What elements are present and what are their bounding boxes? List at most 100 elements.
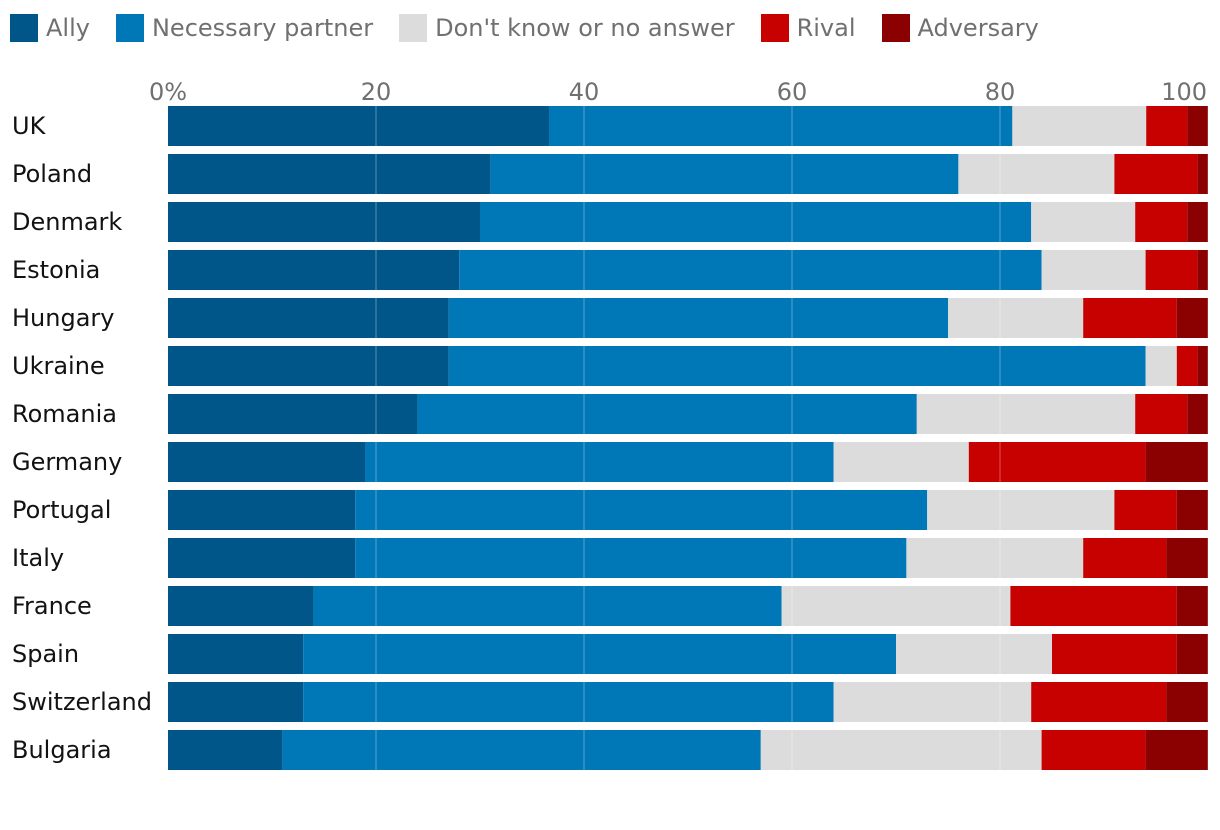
bar-uk-rival: [1146, 106, 1188, 146]
bar-uk-ally: [168, 106, 549, 146]
bar-uk-adversary: [1187, 106, 1208, 146]
bar-switzerland-necessary-partner: [303, 682, 834, 722]
bar-france-necessary-partner: [313, 586, 782, 626]
bar-portugal-necessary-partner: [355, 490, 928, 530]
bar-estonia-don-t-know-or-no-answer: [1041, 250, 1146, 290]
bar-italy-rival: [1083, 538, 1167, 578]
bar-italy-ally: [168, 538, 356, 578]
legend-swatch-dont-know: [399, 14, 428, 42]
bar-italy-necessary-partner: [355, 538, 907, 578]
bar-ukraine-necessary-partner: [448, 346, 1146, 386]
legend-label-dont-know: Don't know or no answer: [435, 14, 735, 42]
bar-poland-adversary: [1197, 154, 1208, 194]
bar-estonia-necessary-partner: [459, 250, 1042, 290]
row-label-estonia: Estonia: [12, 256, 100, 284]
legend-label-necessary-partner: Necessary partner: [151, 14, 374, 42]
bar-ukraine-don-t-know-or-no-answer: [1145, 346, 1177, 386]
bar-germany-ally: [168, 442, 366, 482]
bar-ukraine-rival: [1176, 346, 1198, 386]
bar-switzerland-adversary: [1166, 682, 1208, 722]
bar-spain-ally: [168, 634, 304, 674]
bars-group: [168, 106, 1208, 770]
bar-italy-adversary: [1166, 538, 1208, 578]
bar-spain-rival: [1052, 634, 1177, 674]
bar-hungary-rival: [1083, 298, 1177, 338]
bar-romania-ally: [168, 394, 418, 434]
bar-germany-rival: [968, 442, 1146, 482]
bar-poland-don-t-know-or-no-answer: [958, 154, 1115, 194]
bar-switzerland-ally: [168, 682, 304, 722]
bar-germany-adversary: [1145, 442, 1208, 482]
bar-uk-don-t-know-or-no-answer: [1012, 106, 1147, 146]
row-label-romania: Romania: [12, 400, 117, 428]
row-label-poland: Poland: [12, 160, 92, 188]
legend-item-dont-know: Don't know or no answer: [399, 14, 735, 42]
legend-label-rival: Rival: [796, 14, 856, 42]
bar-denmark-necessary-partner: [480, 202, 1032, 242]
bar-poland-ally: [168, 154, 491, 194]
bar-uk-necessary-partner: [548, 106, 1013, 146]
bar-germany-don-t-know-or-no-answer: [833, 442, 969, 482]
bar-hungary-necessary-partner: [448, 298, 948, 338]
bar-romania-don-t-know-or-no-answer: [916, 394, 1136, 434]
bar-bulgaria-rival: [1041, 730, 1146, 770]
bar-ukraine-adversary: [1197, 346, 1208, 386]
row-label-spain: Spain: [12, 640, 79, 668]
bar-estonia-adversary: [1197, 250, 1208, 290]
bar-poland-necessary-partner: [490, 154, 959, 194]
x-tick-label-100: 100: [1161, 78, 1207, 106]
row-label-bulgaria: Bulgaria: [12, 736, 112, 764]
legend-item-rival: Rival: [760, 14, 856, 42]
row-label-uk: UK: [12, 112, 47, 140]
bar-switzerland-rival: [1031, 682, 1167, 722]
bar-portugal-don-t-know-or-no-answer: [927, 490, 1115, 530]
bar-bulgaria-ally: [168, 730, 283, 770]
bar-romania-rival: [1135, 394, 1188, 434]
bar-germany-necessary-partner: [365, 442, 834, 482]
row-label-italy: Italy: [12, 544, 64, 572]
bar-estonia-ally: [168, 250, 460, 290]
legend-swatch-adversary: [881, 14, 910, 42]
x-tick-labels-group: 0% 20 40 60 80 100: [149, 78, 1207, 106]
bar-spain-don-t-know-or-no-answer: [896, 634, 1052, 674]
bar-denmark-ally: [168, 202, 480, 242]
bar-bulgaria-adversary: [1145, 730, 1208, 770]
bar-bulgaria-necessary-partner: [282, 730, 761, 770]
legend-swatch-ally: [10, 14, 38, 42]
bar-switzerland-don-t-know-or-no-answer: [833, 682, 1032, 722]
legend-label-ally: Ally: [46, 14, 90, 42]
legend-item-ally: Ally: [10, 14, 90, 42]
bar-spain-adversary: [1176, 634, 1208, 674]
row-label-denmark: Denmark: [12, 208, 122, 236]
row-labels-group: UK Poland Denmark Estonia Hungary Ukraine Roma…: [12, 112, 152, 764]
bar-portugal-adversary: [1176, 490, 1208, 530]
bar-france-rival: [1010, 586, 1177, 626]
legend-swatch-rival: [760, 14, 789, 42]
row-label-hungary: Hungary: [12, 304, 114, 332]
bar-denmark-adversary: [1187, 202, 1208, 242]
legend-label-adversary: Adversary: [917, 14, 1039, 42]
row-label-switzerland: Switzerland: [12, 688, 152, 716]
bar-estonia-rival: [1145, 250, 1198, 290]
bar-france-adversary: [1176, 586, 1208, 626]
bar-france-don-t-know-or-no-answer: [781, 586, 1011, 626]
bar-italy-don-t-know-or-no-answer: [906, 538, 1084, 578]
bar-bulgaria-don-t-know-or-no-answer: [760, 730, 1042, 770]
bar-france-ally: [168, 586, 314, 626]
bar-portugal-rival: [1114, 490, 1177, 530]
legend-item-adversary: Adversary: [881, 14, 1039, 42]
bar-denmark-don-t-know-or-no-answer: [1031, 202, 1136, 242]
x-tick-label-0: 0%: [149, 78, 187, 106]
legend-item-necessary-partner: Necessary partner: [115, 14, 374, 42]
bar-hungary-ally: [168, 298, 449, 338]
bar-denmark-rival: [1135, 202, 1188, 242]
row-label-portugal: Portugal: [12, 496, 111, 524]
gridlines-group: [375, 106, 1209, 770]
bar-romania-necessary-partner: [417, 394, 917, 434]
legend: Ally Necessary partner Don't know or no …: [10, 8, 1065, 48]
x-tick-label-40: 40: [569, 78, 600, 106]
bar-portugal-ally: [168, 490, 356, 530]
bar-ukraine-ally: [168, 346, 449, 386]
legend-swatch-necessary-partner: [115, 14, 144, 42]
